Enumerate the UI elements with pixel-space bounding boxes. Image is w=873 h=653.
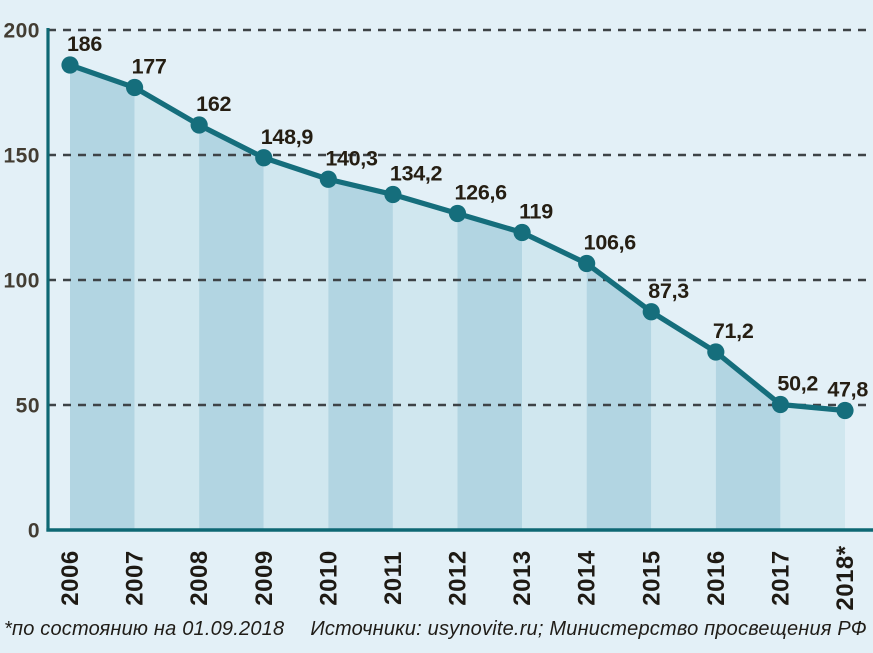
x-tick-label: 2014: [574, 550, 601, 606]
data-point-dot: [384, 185, 402, 204]
data-point-label: 119: [519, 200, 553, 224]
area-band: [199, 125, 264, 530]
data-point-label: 50,2: [777, 372, 818, 396]
area-band: [70, 65, 135, 530]
data-point-label: 134,2: [390, 162, 443, 186]
y-tick-label: 100: [3, 270, 40, 293]
x-tick-label: 2007: [122, 550, 149, 605]
area-band: [586, 263, 652, 530]
chart-footnote: *по состоянию на 01.09.2018 Источники: us…: [4, 618, 869, 641]
data-point-dot: [578, 254, 596, 273]
data-point-label: 71,2: [713, 319, 754, 343]
area-band: [522, 232, 587, 530]
data-point-dot: [448, 204, 467, 223]
area-band: [328, 179, 393, 530]
data-point-dot: [836, 401, 854, 420]
data-point-label: 140,3: [325, 146, 378, 170]
data-point-dot: [61, 56, 79, 74]
y-tick-label: 200: [3, 20, 40, 43]
data-point-label: 87,3: [648, 279, 689, 303]
data-point-label: 148,9: [261, 125, 314, 149]
area-band: [780, 404, 845, 530]
area-band: [392, 194, 458, 530]
data-point-label: 47,8: [827, 378, 868, 402]
data-point-label: 162: [196, 92, 231, 116]
x-tick-label: 2016: [703, 550, 730, 605]
x-tick-label: 2006: [57, 550, 84, 605]
footnote-sources-text: Источники: usynovite.ru; Министерство пр…: [310, 618, 867, 640]
data-point-label: 106,6: [584, 231, 637, 255]
area-band: [457, 213, 523, 530]
area-band: [134, 87, 200, 530]
data-point-dot: [771, 395, 790, 414]
data-point-label: 177: [132, 55, 167, 79]
data-point-dot: [513, 223, 531, 242]
area-band: [263, 157, 329, 530]
data-point-dot: [319, 170, 337, 188]
data-point-label: 126,6: [455, 181, 508, 205]
data-point-dot: [125, 78, 144, 97]
data-point-dot: [190, 116, 208, 134]
footnote-asof-text: *по состоянию на 01.09.2018: [4, 618, 285, 640]
y-tick-label: 0: [28, 520, 40, 543]
data-point-dot: [642, 303, 660, 321]
x-tick-label: 2010: [315, 550, 342, 605]
area-band: [651, 311, 716, 530]
data-point-label: 186: [67, 32, 102, 56]
x-tick-label: 2011: [380, 551, 407, 605]
data-point-dot: [255, 149, 273, 167]
y-tick-label: 150: [3, 145, 40, 168]
y-tick-label: 50: [16, 395, 40, 418]
x-tick-label: 2013: [509, 550, 536, 605]
x-tick-label: 2012: [445, 550, 472, 605]
x-tick-label: 2008: [186, 550, 213, 605]
x-tick-label: 2018*: [832, 545, 859, 610]
x-tick-label: 2015: [638, 550, 665, 605]
area-band: [715, 352, 781, 530]
data-point-dot: [707, 343, 725, 361]
x-tick-label: 2009: [251, 550, 278, 605]
x-tick-label: 2017: [767, 550, 794, 605]
